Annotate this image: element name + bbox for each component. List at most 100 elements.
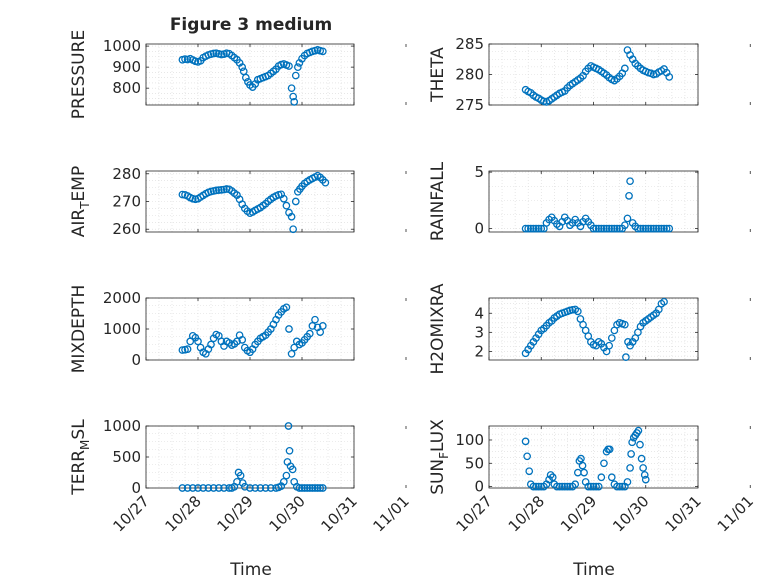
data-point	[285, 325, 293, 333]
x-tick-label: 10/27	[453, 492, 496, 535]
y-tick-label: 500	[112, 448, 141, 466]
data-point	[521, 437, 530, 446]
y-tick-label: 5	[474, 163, 484, 181]
y-tick-label: 2	[474, 342, 484, 360]
figure-title: Figure 3 medium	[170, 15, 332, 35]
x-tick-label: 10/30	[266, 492, 309, 535]
data-point	[641, 475, 650, 484]
data-point	[183, 345, 192, 353]
data-point	[627, 450, 635, 458]
data-point	[592, 224, 600, 233]
data-point	[637, 454, 646, 463]
data-point	[626, 177, 634, 186]
data-point	[620, 320, 629, 329]
data-point	[282, 303, 291, 312]
data-point	[236, 471, 245, 480]
data-point	[525, 467, 534, 476]
y-tick-label: 285	[455, 35, 484, 53]
x-tick-label: 10/31	[318, 492, 361, 535]
y-tick-label: 0	[131, 351, 141, 369]
y-tick-label: 3	[474, 323, 484, 341]
data-point	[220, 484, 228, 492]
data-point	[640, 471, 649, 479]
x-tick-label: 11/01	[714, 492, 757, 535]
data-point	[209, 484, 218, 492]
data-point	[580, 468, 588, 477]
data-point	[288, 465, 297, 474]
y-axis-label: PRESSURE	[69, 30, 89, 119]
data-point	[657, 224, 666, 233]
data-point	[597, 224, 606, 233]
data-point	[521, 224, 530, 233]
data-point	[238, 335, 247, 344]
data-point	[594, 482, 603, 491]
x-tick-label: 10/31	[662, 492, 705, 535]
data-point	[291, 197, 300, 206]
data-point	[636, 224, 645, 233]
data-point	[624, 338, 632, 346]
data-point	[592, 482, 600, 491]
data-point	[279, 194, 288, 203]
data-point	[284, 422, 293, 430]
data-point	[647, 224, 655, 233]
data-point	[316, 328, 325, 336]
data-point	[289, 92, 298, 101]
y-tick-label: 280	[112, 165, 141, 183]
subplot-4: 0 5 RAINFALL	[428, 161, 751, 241]
subplot-5: 0 1000 2000 MIXDEPTH	[69, 285, 407, 374]
data-point	[573, 307, 582, 316]
data-point	[615, 224, 624, 233]
data-point	[293, 63, 302, 71]
data-point	[610, 224, 619, 233]
y-tick-label: 50	[465, 454, 484, 472]
data-point	[204, 484, 213, 492]
data-point	[238, 479, 247, 487]
data-point	[300, 484, 309, 492]
data-point	[537, 224, 546, 233]
x-axis-label-left: Time	[229, 560, 272, 580]
y-axis-label: MIXDEPTH	[69, 285, 89, 374]
data-point	[529, 224, 538, 233]
y-tick-label: 800	[112, 79, 141, 97]
data-point	[279, 477, 288, 486]
y-tick-label: 2000	[103, 289, 141, 307]
data-point	[209, 49, 218, 58]
data-point	[240, 482, 249, 491]
data-point	[555, 482, 564, 491]
data-point	[649, 224, 658, 233]
data-point	[303, 484, 312, 492]
data-point	[578, 461, 587, 470]
data-point	[285, 62, 293, 70]
data-point	[282, 201, 291, 210]
y-tick-label: 1000	[103, 417, 141, 435]
y-axis-label: H2OMIXRA	[428, 283, 448, 374]
data-point	[256, 484, 265, 492]
data-point	[233, 337, 241, 346]
data-point	[644, 224, 653, 233]
y-axis-label: RAINFALL	[428, 161, 448, 241]
data-point	[626, 464, 634, 472]
y-tick-label: 100	[455, 431, 484, 449]
data-point	[318, 47, 327, 56]
data-point	[266, 484, 275, 492]
data-point	[251, 484, 260, 492]
y-tick-label: 280	[455, 66, 484, 84]
data-point	[597, 473, 606, 482]
data-point	[607, 224, 616, 233]
data-point	[532, 224, 540, 233]
data-point	[239, 67, 248, 76]
data-point	[290, 97, 299, 106]
data-point	[261, 484, 270, 492]
data-point	[641, 224, 650, 233]
y-tick-label: 1000	[103, 320, 141, 338]
subplot-3: 260 270 280 AIRTEMP	[69, 165, 407, 238]
x-axis-label-right: Time	[572, 560, 615, 580]
data-point	[178, 484, 187, 492]
data-point	[605, 445, 614, 454]
data-point	[589, 224, 598, 233]
x-tick-label: 10/29	[557, 492, 600, 535]
data-point	[625, 192, 633, 200]
data-point	[214, 186, 223, 194]
data-point	[295, 484, 304, 492]
